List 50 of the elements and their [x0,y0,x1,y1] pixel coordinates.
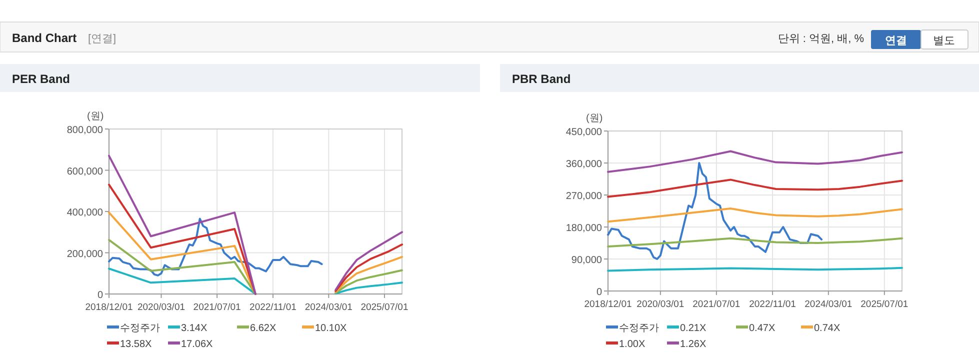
text: 연결 [885,35,907,47]
line-series [607,162,823,260]
x-tick-label: 2018/12/01 [85,302,133,313]
text: Band Chart [12,31,77,45]
legend-label: 0.21X [680,323,706,334]
y-tick-label: 180,000 [566,223,602,234]
line-series [607,150,903,173]
x-tick-label: 2024/03/01 [804,299,852,310]
text: 별도 [933,35,955,47]
x-tick-label: 2024/03/01 [304,302,352,313]
y-tick-label: 360,000 [566,159,602,170]
x-tick-label: 2018/12/01 [584,299,632,310]
text: 단위 : 억원, 배, % [778,33,864,45]
y-tick-label: 270,000 [566,191,602,202]
legend-label: 13.58X [120,339,152,350]
chart-title: PER Band [12,72,70,86]
x-tick-label: 2021/07/01 [692,299,740,310]
y-tick-label: 800,000 [66,125,104,136]
y-tick-label: 0 [596,287,602,298]
x-tick-label: 2025/07/01 [860,299,908,310]
legend-label: 0.47X [749,323,776,334]
line-series [108,218,323,276]
y-tick-label: 0 [97,290,104,301]
y-axis-title: (원) [87,111,104,122]
legend-label: 수정주가 [120,323,160,334]
x-tick-label: 2025/07/01 [360,302,408,313]
y-tick-label: 400,000 [66,208,104,218]
legend-label: 1.00X [619,339,646,350]
chart-title: PBR Band [512,72,571,86]
line-series [607,208,903,223]
x-tick-label: 2022/11/01 [250,302,296,313]
x-tick-label: 2022/11/01 [749,299,796,310]
legend-label: 3.14X [181,323,208,334]
x-tick-label: 2021/07/01 [193,302,241,313]
x-tick-label: 2020/03/01 [137,302,186,313]
line-series [607,178,903,198]
legend-label: 수정주가 [619,323,659,334]
legend-label: 6.62X [250,323,276,334]
line-series [607,237,903,248]
y-tick-label: 600,000 [66,166,104,178]
legend-label: 0.74X [814,323,840,334]
legend-label: 10.10X [315,323,348,334]
x-tick-label: 2020/03/01 [636,299,684,310]
y-tick-label: 90,000 [571,255,602,266]
text: [연결] [88,33,116,45]
legend-label: 17.06X [181,339,214,350]
y-axis-title: (원) [586,113,603,124]
y-tick-label: 450,000 [566,127,602,138]
legend-label: 1.26X [680,339,706,350]
y-tick-label: 200,000 [66,248,104,260]
